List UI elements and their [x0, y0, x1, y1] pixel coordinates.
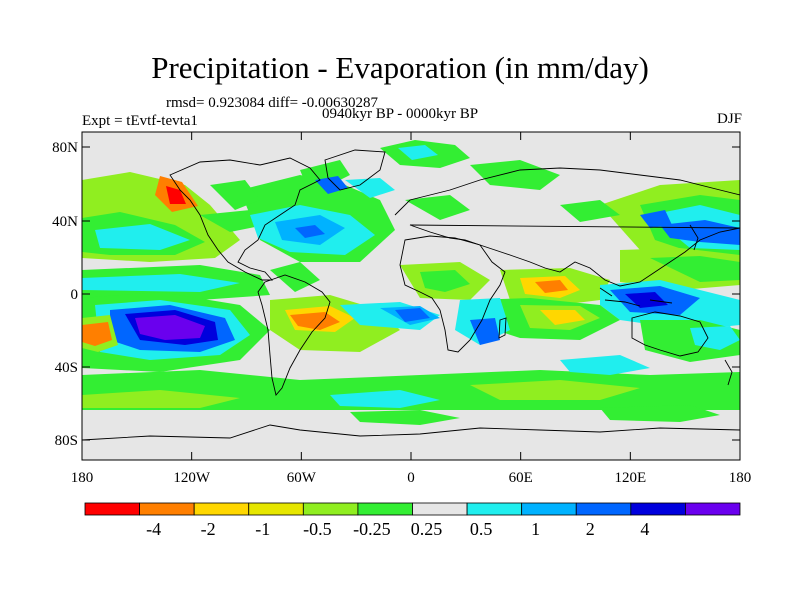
colorbar-label: 4: [640, 519, 650, 539]
colorbar-swatch: [193, 502, 250, 516]
x-tick-label: 120W: [173, 470, 211, 486]
colorbar-swatch: [685, 502, 741, 516]
colorbar: [84, 502, 741, 516]
colorbar-label: 0.25: [410, 519, 443, 539]
colorbar-swatch: [575, 502, 632, 516]
colorbar-swatch: [412, 502, 468, 516]
experiment-label: Expt = tEvtf-tevta1: [82, 113, 198, 129]
colorbar-label: -1: [255, 519, 271, 539]
colorbar-swatch: [248, 502, 304, 516]
colorbar-label: -0.25: [353, 519, 391, 539]
page-title: Precipitation - Evaporation (in mm/day): [151, 50, 649, 85]
colorbar-swatch: [84, 502, 140, 516]
x-tick-label: 180: [71, 470, 94, 486]
colorbar-swatch: [357, 502, 413, 516]
x-tick-label: 180: [729, 470, 752, 486]
colorbar-swatch: [139, 502, 195, 516]
colorbar-label: 2: [585, 519, 595, 539]
x-tick-label: 60E: [509, 470, 533, 486]
colorbar-label: -4: [146, 519, 162, 539]
map-field: [82, 132, 740, 460]
x-tick-label: 60W: [287, 470, 317, 486]
rmsd-diff-text: rmsd= 0.923084 diff= -0.00630287: [166, 95, 379, 111]
colorbar-swatch: [630, 502, 686, 516]
colorbar-label: 0.5: [469, 519, 493, 539]
y-tick-label: 40S: [55, 360, 78, 376]
colorbar-label: 1: [531, 519, 541, 539]
y-tick-label: 40N: [52, 214, 78, 230]
y-tick-label: 80N: [52, 140, 78, 156]
period-label: 0940kyr BP - 0000kyr BP: [322, 106, 479, 122]
season-label: DJF: [716, 111, 742, 127]
colorbar-swatch: [466, 502, 523, 516]
y-tick-label: 0: [71, 287, 79, 303]
colorbar-swatch: [302, 502, 359, 516]
colorbar-swatch: [521, 502, 577, 516]
coastlines: [82, 149, 740, 441]
colorbar-label: -2: [200, 519, 216, 539]
x-tick-label: 120E: [614, 470, 646, 486]
x-tick-label: 0: [407, 470, 415, 486]
y-tick-label: 80S: [55, 433, 78, 449]
colorbar-label: -0.5: [303, 519, 332, 539]
